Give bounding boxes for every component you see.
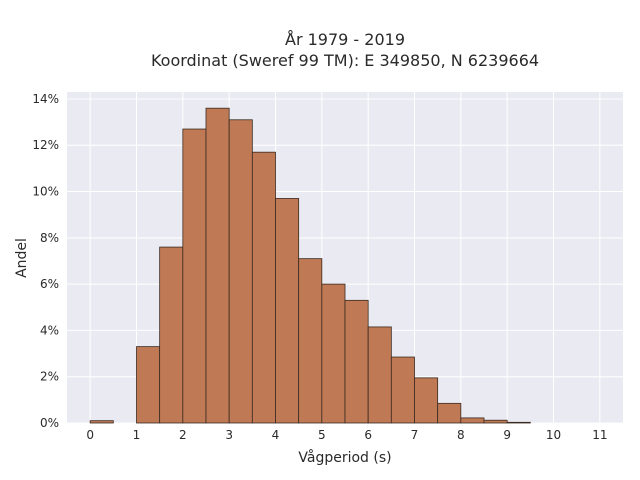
histogram-bar (483, 419, 508, 424)
y-tick-label: 0% (40, 416, 59, 430)
histogram-bar (506, 421, 531, 424)
x-tick-label: 8 (457, 428, 465, 442)
y-tick-label: 4% (40, 323, 59, 337)
histogram-bar (228, 119, 253, 424)
histogram-bar (205, 107, 230, 424)
y-tick-label: 8% (40, 231, 59, 245)
y-tick-label: 14% (32, 92, 59, 106)
histogram-bar (251, 151, 276, 424)
x-tick-label: 7 (411, 428, 419, 442)
y-tick-label: 2% (40, 370, 59, 384)
histogram-bars (89, 107, 531, 424)
x-tick-label: 10 (546, 428, 561, 442)
histogram-bar (275, 198, 300, 424)
y-tick-label: 6% (40, 277, 59, 291)
y-tick-label: 12% (32, 138, 59, 152)
chart-title-line2: Koordinat (Sweref 99 TM): E 349850, N 62… (151, 51, 539, 70)
histogram-bar (460, 417, 485, 424)
x-tick-label: 9 (503, 428, 511, 442)
histogram-bar (367, 326, 392, 424)
x-tick-label: 2 (179, 428, 187, 442)
x-tick-label: 6 (364, 428, 372, 442)
y-axis-ticks: 0% 2% 4% 6% 8% 10% 12% 14% (32, 92, 59, 430)
x-tick-label: 11 (592, 428, 607, 442)
x-tick-label: 1 (133, 428, 141, 442)
histogram-bar (182, 128, 207, 424)
histogram-bar (321, 283, 346, 424)
histogram-bar (298, 258, 323, 424)
histogram-bar (136, 346, 161, 424)
histogram-bar (414, 377, 439, 424)
histogram-bar (390, 356, 415, 424)
x-tick-label: 0 (86, 428, 94, 442)
x-tick-label: 3 (225, 428, 233, 442)
histogram-bar (344, 299, 369, 424)
y-axis-label: Andel (14, 238, 30, 278)
y-tick-label: 10% (32, 185, 59, 199)
chart-title-line1: År 1979 - 2019 (285, 30, 405, 49)
x-axis-ticks: 0 1 2 3 4 5 6 7 8 9 10 11 (86, 428, 607, 442)
histogram-bar (437, 402, 462, 424)
histogram-bar (89, 420, 114, 424)
x-tick-label: 4 (272, 428, 280, 442)
x-tick-label: 5 (318, 428, 326, 442)
x-axis-label: Vågperiod (s) (298, 449, 391, 466)
histogram-bar (159, 246, 184, 424)
